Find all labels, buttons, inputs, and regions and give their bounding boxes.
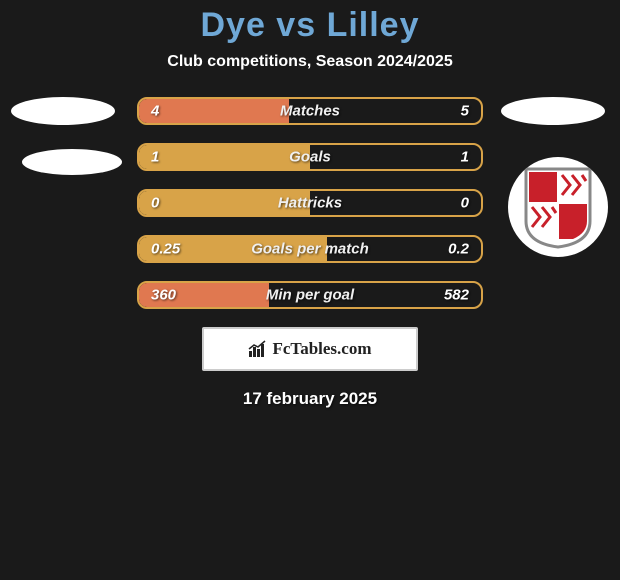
avatar-placeholder-icon <box>11 97 115 125</box>
avatar-placeholder-icon <box>22 149 122 175</box>
stat-row: 360 Min per goal 582 <box>137 281 483 309</box>
stat-label: Min per goal <box>266 287 354 304</box>
right-avatar-column <box>498 97 608 257</box>
avatar-placeholder-icon <box>501 97 605 125</box>
stat-label: Goals <box>289 149 331 166</box>
stat-row: 4 Matches 5 <box>137 97 483 125</box>
stat-right-value: 0.2 <box>448 241 469 258</box>
stat-right-value: 5 <box>461 103 469 120</box>
stat-label: Matches <box>280 103 340 120</box>
comparison-area: 4 Matches 5 1 Goals 1 0 Hattricks 0 0.25 Goals per… <box>0 97 620 409</box>
stat-left-value: 360 <box>151 287 176 304</box>
stat-fill <box>139 145 310 169</box>
source-banner: FcTables.com <box>202 327 418 371</box>
stat-row: 0 Hattricks 0 <box>137 189 483 217</box>
stat-row: 0.25 Goals per match 0.2 <box>137 235 483 263</box>
left-avatar-column <box>8 97 118 175</box>
stat-label: Goals per match <box>251 241 369 258</box>
stats-table: 4 Matches 5 1 Goals 1 0 Hattricks 0 0.25 Goals per… <box>137 97 483 309</box>
stat-row: 1 Goals 1 <box>137 143 483 171</box>
stat-right-value: 0 <box>461 195 469 212</box>
stat-left-value: 4 <box>151 103 159 120</box>
stat-fill <box>139 99 289 123</box>
stat-left-value: 0 <box>151 195 159 212</box>
stat-label: Hattricks <box>278 195 342 212</box>
banner-text: FcTables.com <box>272 339 371 359</box>
bar-chart-icon <box>248 340 268 358</box>
date-text: 17 february 2025 <box>0 389 620 409</box>
subtitle: Club competitions, Season 2024/2025 <box>0 53 620 71</box>
stat-right-value: 582 <box>444 287 469 304</box>
stat-right-value: 1 <box>461 149 469 166</box>
page-title: Dye vs Lilley <box>0 6 620 45</box>
stat-left-value: 1 <box>151 149 159 166</box>
club-crest-icon <box>508 157 608 257</box>
stat-left-value: 0.25 <box>151 241 180 258</box>
